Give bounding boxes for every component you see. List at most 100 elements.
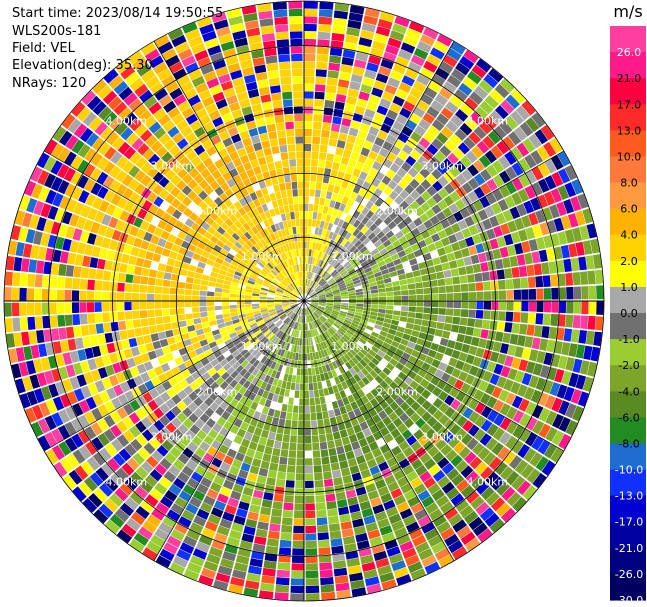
velocity-gate <box>430 100 444 113</box>
velocity-gate <box>306 279 309 287</box>
velocity-gate <box>437 175 449 187</box>
velocity-gate <box>309 291 316 297</box>
velocity-gate <box>524 252 533 265</box>
velocity-gate <box>511 192 523 206</box>
velocity-gate <box>400 42 416 54</box>
velocity-gate <box>467 274 475 283</box>
velocity-gate <box>368 150 378 161</box>
velocity-gate <box>344 232 352 241</box>
velocity-gate <box>326 85 337 94</box>
velocity-gate <box>487 130 501 145</box>
velocity-gate <box>375 154 386 165</box>
velocity-gate <box>334 201 341 210</box>
velocity-gate <box>484 115 498 130</box>
velocity-gate <box>427 243 437 252</box>
velocity-gate <box>331 241 338 249</box>
velocity-gate <box>394 195 404 205</box>
velocity-gate <box>392 285 401 292</box>
velocity-gate <box>398 150 409 161</box>
colorbar-tick-label: -17.0 <box>615 516 643 529</box>
velocity-gate <box>380 58 394 70</box>
velocity-gate <box>306 249 310 257</box>
colorbar-tick-label: 0.0 <box>620 307 638 320</box>
velocity-gate <box>304 106 313 114</box>
velocity-gate <box>370 204 379 214</box>
velocity-gate <box>351 237 359 245</box>
velocity-gate <box>382 158 393 169</box>
velocity-gate <box>392 120 404 132</box>
velocity-gate <box>369 194 379 204</box>
velocity-gate <box>330 169 339 178</box>
velocity-gate <box>570 257 580 272</box>
velocity-gate <box>318 297 326 300</box>
velocity-gate <box>482 135 496 149</box>
velocity-gate <box>368 167 378 178</box>
velocity-gate <box>373 252 382 260</box>
velocity-gate <box>393 184 404 195</box>
velocity-gate <box>535 237 546 250</box>
velocity-gate <box>326 294 334 298</box>
velocity-gate <box>388 266 397 273</box>
velocity-gate <box>510 146 523 161</box>
velocity-gate <box>396 167 407 178</box>
velocity-gate <box>521 240 531 253</box>
velocity-gate <box>393 216 403 225</box>
velocity-gate <box>389 30 405 42</box>
velocity-gate <box>409 258 418 266</box>
velocity-gate <box>310 174 317 182</box>
velocity-gate <box>399 279 408 286</box>
velocity-gate <box>336 194 344 203</box>
velocity-gate <box>579 225 590 241</box>
velocity-gate <box>399 200 409 211</box>
velocity-gate <box>320 269 326 277</box>
velocity-gate <box>524 185 536 199</box>
velocity-gate <box>325 214 332 223</box>
velocity-gate <box>339 287 347 292</box>
velocity-gate <box>424 162 436 173</box>
velocity-gate <box>328 257 335 265</box>
velocity-gate <box>534 129 548 145</box>
velocity-gate <box>489 215 500 228</box>
velocity-gate <box>439 61 454 74</box>
velocity-gate <box>349 271 357 277</box>
velocity-gate <box>403 173 414 184</box>
velocity-gate <box>473 186 485 199</box>
velocity-gate <box>538 249 548 262</box>
velocity-gate <box>313 114 323 122</box>
velocity-gate <box>384 84 398 95</box>
velocity-gate <box>316 289 324 294</box>
colorbar-tick-label: 2.0 <box>620 255 638 268</box>
velocity-gate <box>335 178 343 187</box>
velocity-gate <box>333 108 344 118</box>
velocity-gate <box>319 197 326 206</box>
velocity-gate <box>537 178 550 193</box>
velocity-gate <box>420 179 432 190</box>
velocity-gate <box>473 159 485 173</box>
velocity-gate <box>404 184 415 195</box>
velocity-gate <box>509 206 521 220</box>
velocity-gate <box>474 272 483 282</box>
velocity-gate <box>318 294 326 297</box>
velocity-gate <box>514 242 524 255</box>
velocity-gate <box>450 268 459 277</box>
velocity-gate <box>436 211 447 222</box>
velocity-gate <box>348 12 363 22</box>
velocity-gate <box>314 285 321 291</box>
velocity-gate <box>325 191 333 200</box>
velocity-gate <box>385 244 395 252</box>
velocity-gate <box>500 223 511 235</box>
velocity-gate <box>308 211 313 219</box>
velocity-gate <box>407 167 419 178</box>
velocity-gate <box>379 11 395 23</box>
velocity-gate <box>496 269 505 280</box>
velocity-gate <box>577 193 589 209</box>
velocity-gate <box>316 276 322 283</box>
velocity-gate <box>311 144 320 152</box>
velocity-gate <box>374 136 385 147</box>
velocity-gate <box>351 248 360 256</box>
velocity-gate <box>441 158 454 170</box>
colorbar-tick-label: 8.0 <box>620 177 638 190</box>
velocity-gate <box>317 259 322 267</box>
velocity-gate <box>557 151 571 167</box>
velocity-gate <box>304 61 316 69</box>
